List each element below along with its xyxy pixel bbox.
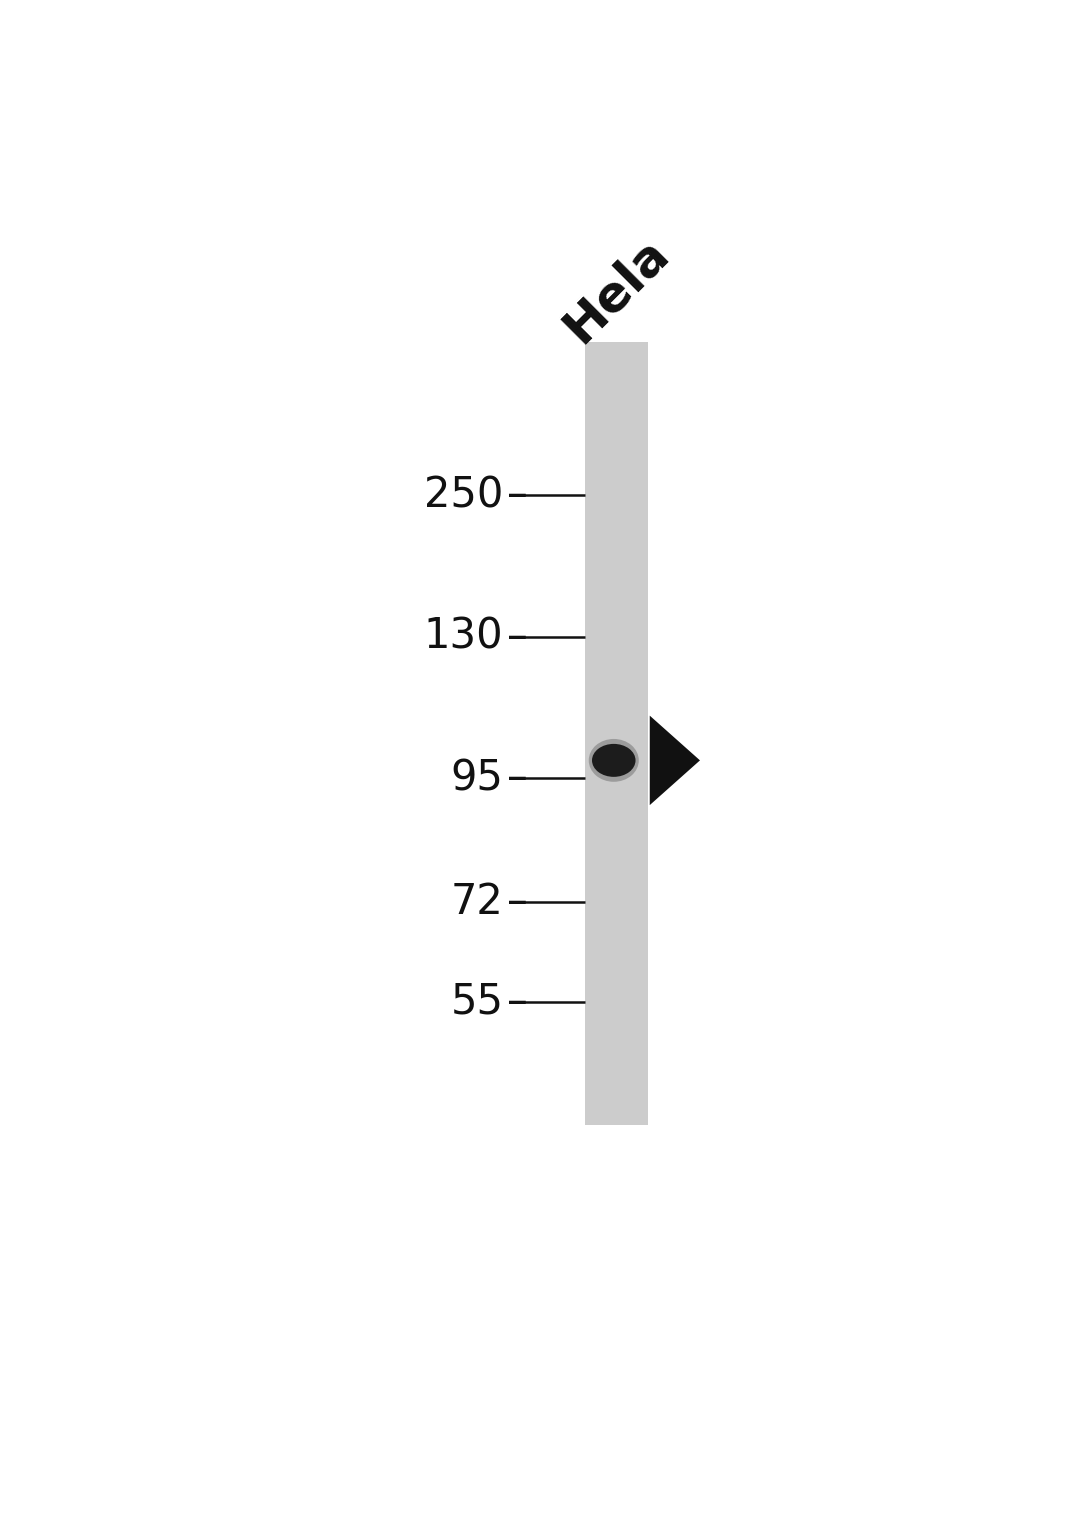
Text: 55: 55 [450,980,503,1023]
Polygon shape [650,716,700,806]
Text: –: – [508,474,528,517]
Text: 72: 72 [450,881,503,922]
Text: 250: 250 [424,474,503,517]
Text: 95: 95 [450,757,503,800]
Text: –: – [508,757,528,800]
Text: –: – [508,881,528,922]
Text: 130: 130 [423,616,503,657]
Bar [585,342,648,1125]
Text: –: – [508,980,528,1023]
Ellipse shape [589,739,638,781]
Text: –: – [508,616,528,657]
Ellipse shape [592,745,635,777]
Text: Hela: Hela [554,228,678,352]
